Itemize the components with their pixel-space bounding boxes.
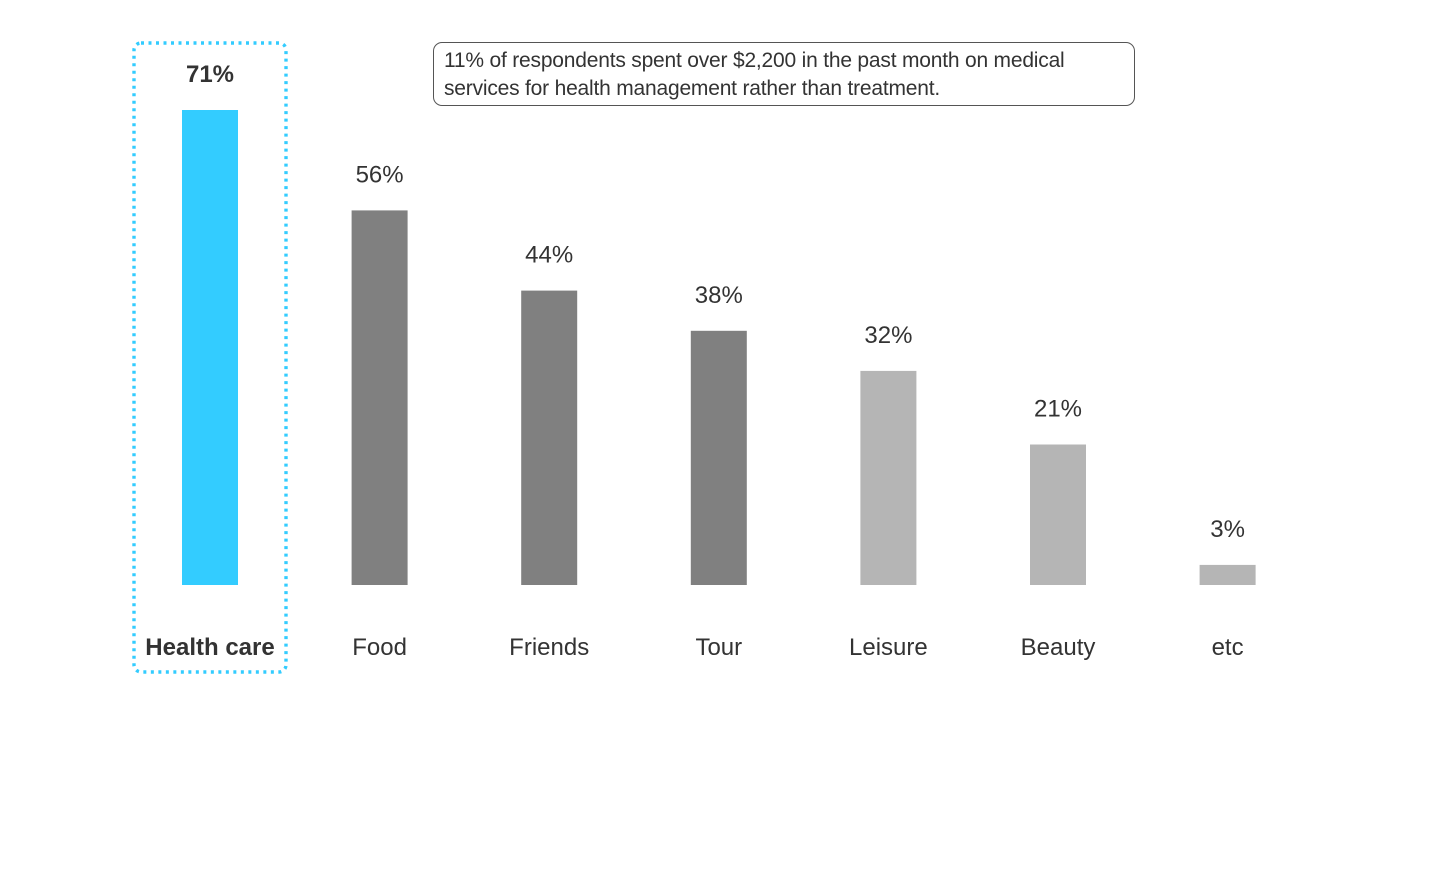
highlight-box [132,41,288,674]
category-label: Food [352,634,407,661]
bar-health-care [182,110,238,585]
bar-friends [521,290,578,585]
category-label: Beauty [1021,634,1096,661]
value-label: 32% [864,322,912,349]
category-label: etc [1212,634,1244,661]
value-label: 38% [695,282,743,309]
category-label: Leisure [849,634,928,661]
labels-layer: 71% Health care 56% Food 44% Friends 38% Tour 32… [145,61,1245,661]
category-label: Tour [695,634,742,661]
bar-tour [690,330,747,585]
value-label: 44% [525,242,573,269]
value-label: 3% [1210,516,1245,543]
value-label: 21% [1034,396,1082,423]
value-label: 71% [186,61,234,88]
bar-food [351,210,408,585]
bars-layer [182,110,1256,585]
bar-etc [1199,564,1256,585]
category-label: Health care [145,634,274,661]
value-label: 56% [356,161,404,188]
annotation-callout: 11% of respondents spent over $2,200 in … [433,42,1135,106]
bar-beauty [1030,444,1086,585]
category-label: Friends [509,634,589,661]
bar-leisure [860,370,917,585]
